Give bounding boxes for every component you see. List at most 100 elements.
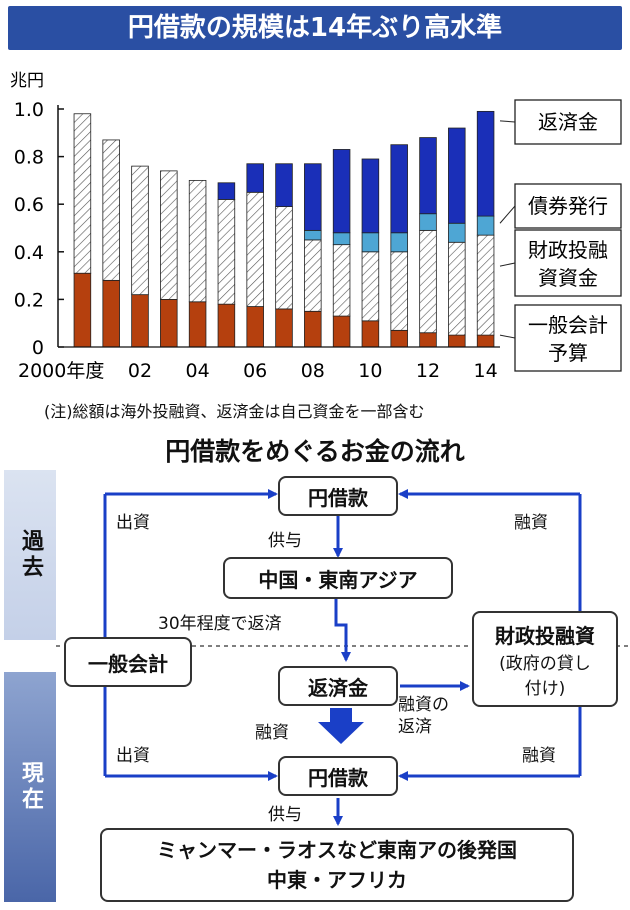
x-tick-label: 02 [128, 360, 152, 382]
bar-segment [448, 127, 466, 224]
bar-segment [361, 158, 380, 234]
bar-segment [332, 149, 351, 234]
bar-segment [448, 222, 466, 243]
bar-segment [361, 320, 380, 348]
bar-segment [304, 163, 322, 231]
bar-segment [304, 229, 322, 241]
legend-leader [499, 205, 516, 224]
x-tick-label: 14 [474, 360, 498, 382]
box-recipients-present: ミャンマー・ラオスなど東南アの後発国 中東・アフリカ [100, 828, 574, 902]
bar-segment [332, 244, 351, 317]
y-tick-label: 0.6 [14, 194, 44, 216]
bar-segment [390, 232, 408, 253]
bar-segment [419, 229, 437, 334]
legend-box [514, 99, 622, 145]
bar-segment [390, 329, 408, 348]
legend-leader [499, 262, 516, 267]
box-yen-loan-past: 円借款 [278, 476, 398, 516]
bar-segment [448, 241, 466, 336]
label-repay-30yr: 30年程度で返済 [158, 614, 282, 634]
box-fiscal-investment: 財政投融資 (政府の貸し 付け) [472, 611, 618, 707]
bar-segment [160, 298, 178, 348]
x-tick-label: 12 [416, 360, 440, 382]
title-banner: 円借款の規模は14年ぶり高水準 [8, 6, 622, 50]
stacked-bar-chart: 兆円 0 0.2 0.4 0.6 0.8 1.0 2000年度 02 04 06 08 10 12 14… [10, 71, 622, 382]
legend-leader [499, 334, 516, 339]
y-tick-label: 0.8 [14, 147, 44, 169]
legend-label: 予算 [548, 341, 588, 365]
legend-leader [499, 120, 516, 123]
bar-segment [304, 310, 322, 348]
y-tick-label: 0 [32, 337, 44, 359]
bar-segment [102, 279, 120, 348]
box-yen-loan-present: 円借款 [278, 756, 398, 796]
label-supply-past: 供与 [268, 531, 302, 551]
bar-segment [246, 306, 264, 348]
bar-segment [419, 137, 437, 215]
bar-segment [361, 251, 380, 322]
bar-segment [217, 182, 236, 200]
x-axis: 2000年度 02 04 06 08 10 12 14 [18, 346, 500, 382]
bar-segment [476, 110, 495, 217]
flow-title: 円借款をめぐるお金の流れ [165, 437, 465, 466]
recipients-present-line-1: ミャンマー・ラオスなど東南アの後発国 [157, 838, 517, 862]
era-present-band: 現在 [4, 672, 56, 902]
bar-segment [390, 144, 408, 234]
bar-segment [448, 334, 466, 348]
flow-lines [56, 489, 630, 826]
bar-segment [419, 332, 437, 348]
label-finance-present: 融資 [522, 746, 556, 766]
bar-segment [131, 165, 149, 296]
legend-label: 財政投融 [528, 238, 608, 262]
bar-segment [275, 163, 293, 207]
fiscal-sub-2: 付け) [524, 678, 566, 699]
thick-arrow-finance [318, 708, 364, 744]
legend-label: 債券発行 [528, 194, 608, 218]
y-axis: 0 0.2 0.4 0.6 0.8 1.0 [14, 99, 64, 359]
bar-segment [73, 272, 92, 348]
legend-box [514, 229, 622, 297]
chart-note: (注)総額は海外投融資、返済金は自己資金を一部含む [44, 402, 425, 421]
y-unit-label: 兆円 [10, 71, 44, 91]
bar-segment [188, 301, 207, 348]
bar-segment [419, 213, 437, 231]
box-repayment: 返済金 [278, 666, 398, 706]
box-general-account: 一般会計 [64, 637, 192, 687]
legend-label: 一般会計 [528, 313, 608, 337]
y-tick-label: 1.0 [14, 99, 44, 121]
bar-segment [246, 163, 264, 193]
x-tick-label: 08 [301, 360, 325, 382]
bar-segment [390, 251, 408, 331]
bar-segment [246, 191, 264, 307]
fiscal-title: 財政投融資 [495, 623, 595, 648]
bar-segment [476, 234, 495, 336]
bar-segment [131, 294, 149, 348]
label-invest-past: 出資 [116, 513, 150, 533]
label-supply-present: 供与 [268, 805, 302, 825]
bar-segment [275, 206, 293, 310]
bar-segment [361, 232, 380, 253]
bar-segment [188, 179, 207, 303]
x-tick-label: 2000年度 [18, 360, 104, 382]
recipients-present-line-2: 中東・アフリカ [267, 868, 407, 892]
label-loan-repay-2: 返済 [398, 717, 432, 737]
y-tick-label: 0.4 [14, 242, 44, 264]
bar-segment [304, 239, 322, 312]
bar-segment [275, 308, 293, 348]
era-present-label: 現在 [18, 761, 43, 813]
x-tick-label: 06 [243, 360, 267, 382]
legend-label: 返済金 [538, 110, 598, 134]
x-tick-label: 04 [186, 360, 210, 382]
label-invest-present: 出資 [116, 746, 150, 766]
bar-segment [73, 113, 92, 274]
era-past-label: 過去 [18, 529, 43, 581]
bar-segment [476, 215, 495, 236]
label-loan-repay-1: 融資の [398, 695, 449, 715]
legend-label: 資資金 [538, 266, 598, 290]
box-recipients-past: 中国・東南アジア [223, 557, 453, 599]
y-tick-label: 0.2 [14, 289, 44, 311]
fiscal-sub-1: (政府の貸し [499, 653, 591, 674]
label-finance-mid: 融資 [255, 723, 289, 743]
label-loan-repay: 融資の 返済 [398, 694, 449, 738]
